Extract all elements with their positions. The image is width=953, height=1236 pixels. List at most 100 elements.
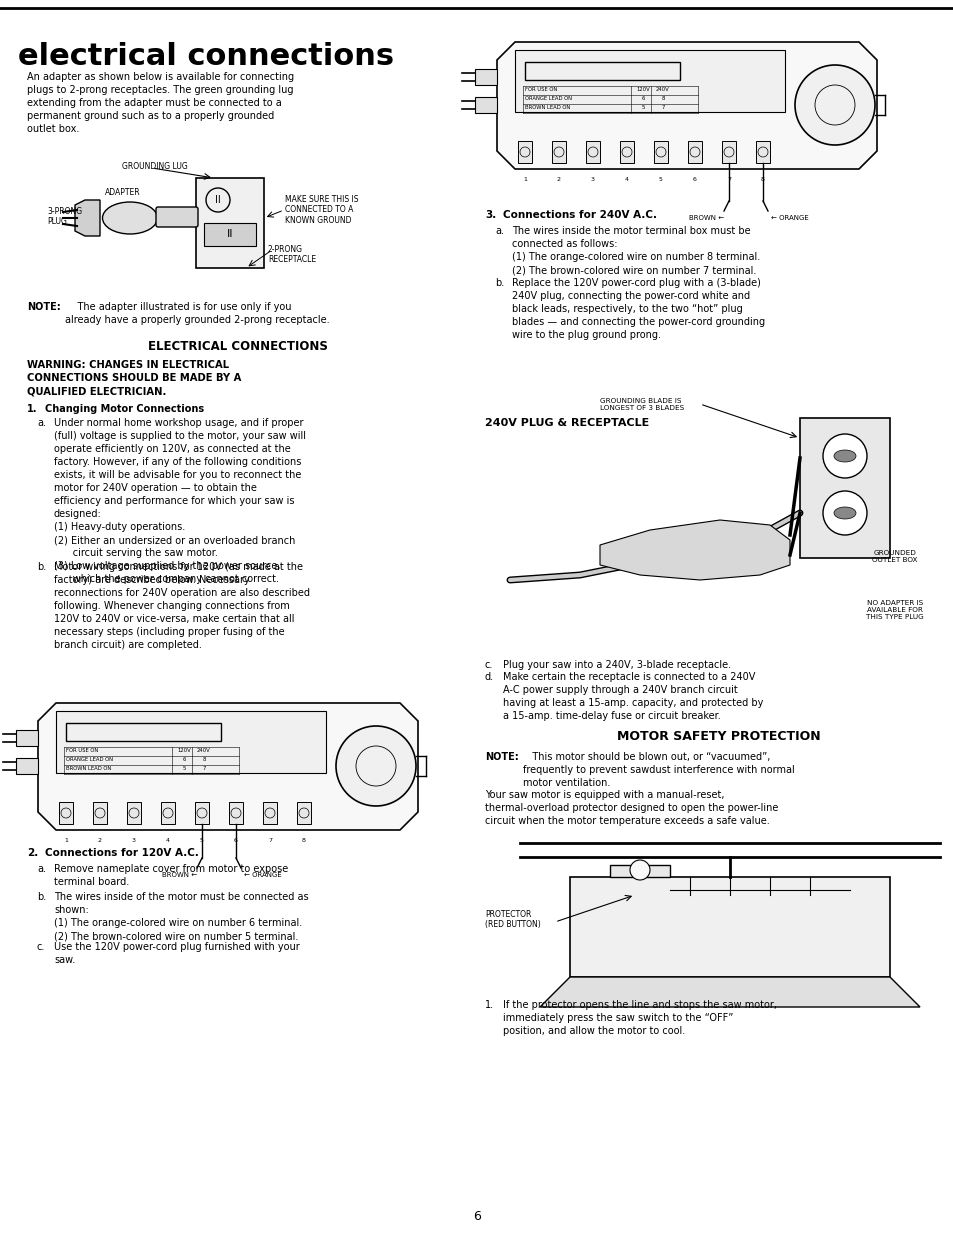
Text: FOR USE ON: FOR USE ON (66, 748, 98, 753)
Text: FOR USE ON: FOR USE ON (524, 87, 557, 91)
Text: ELECTRICAL CONNECTIONS: ELECTRICAL CONNECTIONS (148, 340, 328, 353)
Polygon shape (569, 878, 889, 976)
Text: NO ADAPTER IS
AVAILABLE FOR
THIS TYPE PLUG: NO ADAPTER IS AVAILABLE FOR THIS TYPE PL… (865, 599, 923, 620)
Text: Replace the 120V power-cord plug with a (3-blade)
240V plug, connecting the powe: Replace the 120V power-cord plug with a … (512, 278, 764, 340)
Text: 240V PLUG & RECEPTACLE: 240V PLUG & RECEPTACLE (484, 418, 649, 428)
Polygon shape (56, 711, 326, 772)
Text: 5: 5 (200, 838, 204, 843)
Text: 1: 1 (522, 177, 526, 182)
Polygon shape (609, 865, 669, 878)
Text: GROUNDING BLADE IS
LONGEST OF 3 BLADES: GROUNDING BLADE IS LONGEST OF 3 BLADES (599, 398, 683, 412)
Text: b.: b. (37, 892, 46, 902)
Text: Changing Motor Connections: Changing Motor Connections (45, 404, 204, 414)
Text: MAKE SURE THIS IS
CONNECTED TO A
KNOWN GROUND: MAKE SURE THIS IS CONNECTED TO A KNOWN G… (285, 195, 358, 225)
Text: 6: 6 (473, 1210, 480, 1222)
Text: 4: 4 (624, 177, 628, 182)
Polygon shape (16, 730, 38, 747)
Text: GROUNDED
OUTLET BOX: GROUNDED OUTLET BOX (871, 550, 917, 564)
Text: ← ORANGE: ← ORANGE (244, 873, 281, 878)
Circle shape (335, 726, 416, 806)
Polygon shape (204, 222, 255, 246)
Text: GROUNDING LUG: GROUNDING LUG (122, 162, 188, 171)
Text: 6: 6 (692, 177, 697, 182)
Text: 120V: 120V (177, 748, 191, 753)
Polygon shape (296, 802, 311, 824)
Polygon shape (517, 141, 532, 163)
Polygon shape (263, 802, 276, 824)
Text: 3: 3 (590, 177, 595, 182)
Circle shape (794, 66, 874, 145)
Text: d.: d. (484, 672, 494, 682)
Polygon shape (497, 42, 876, 169)
Polygon shape (619, 141, 634, 163)
Text: a.: a. (37, 864, 46, 874)
Polygon shape (687, 141, 701, 163)
Text: 5: 5 (640, 105, 644, 110)
Text: BROWN LEAD ON: BROWN LEAD ON (524, 105, 570, 110)
Polygon shape (75, 200, 100, 236)
Text: c.: c. (484, 660, 493, 670)
Text: 6: 6 (182, 756, 186, 763)
Text: ← ORANGE: ← ORANGE (770, 215, 808, 221)
Text: 7: 7 (726, 177, 730, 182)
Text: II: II (214, 195, 221, 205)
Text: 8: 8 (202, 756, 206, 763)
Text: 2: 2 (98, 838, 102, 843)
Text: The wires inside the motor terminal box must be
connected as follows:
(1) The or: The wires inside the motor terminal box … (512, 226, 760, 276)
Text: BROWN ←: BROWN ← (688, 215, 723, 221)
Text: ORANGE LEAD ON: ORANGE LEAD ON (524, 96, 572, 101)
Text: ADAPTER: ADAPTER (105, 188, 140, 197)
Text: 8: 8 (760, 177, 764, 182)
Text: NOTE:: NOTE: (484, 751, 518, 763)
Text: An adapter as shown below is available for connecting
plugs to 2-prong receptacl: An adapter as shown below is available f… (27, 72, 294, 135)
Polygon shape (92, 802, 107, 824)
Text: 3: 3 (132, 838, 136, 843)
Text: 2: 2 (557, 177, 560, 182)
Text: 8: 8 (302, 838, 306, 843)
Polygon shape (229, 802, 243, 824)
Text: If the protector opens the line and stops the saw motor,
immediately press the s: If the protector opens the line and stop… (502, 1000, 776, 1036)
Text: 3.: 3. (484, 210, 496, 220)
Text: The adapter illustrated is for use only if you
already have a properly grounded : The adapter illustrated is for use only … (65, 302, 330, 325)
Text: MOTOR SAFETY PROTECTION: MOTOR SAFETY PROTECTION (617, 730, 820, 743)
Text: Motor wiring connections for 120V (as made at the
factory) are described below. : Motor wiring connections for 120V (as ma… (54, 562, 310, 650)
Circle shape (822, 434, 866, 478)
Text: 7: 7 (202, 766, 206, 771)
Text: BROWN ←: BROWN ← (162, 873, 196, 878)
Text: Make certain the receptacle is connected to a 240V
A-C power supply through a 24: Make certain the receptacle is connected… (502, 672, 762, 721)
Text: 240V: 240V (656, 87, 669, 91)
Text: electrical connections: electrical connections (18, 42, 394, 70)
Text: BROWN LEAD ON: BROWN LEAD ON (66, 766, 112, 771)
Text: II: II (227, 229, 233, 239)
Text: 3-PRONG
PLUG: 3-PRONG PLUG (47, 206, 82, 226)
Circle shape (822, 491, 866, 535)
Polygon shape (800, 418, 889, 557)
Text: a.: a. (37, 418, 46, 428)
Polygon shape (194, 802, 209, 824)
Text: Your saw motor is equipped with a manual-reset,
thermal-overload protector desig: Your saw motor is equipped with a manual… (484, 790, 778, 826)
Text: 2.: 2. (27, 848, 38, 858)
Text: 5: 5 (659, 177, 662, 182)
Text: 240V: 240V (197, 748, 211, 753)
Ellipse shape (833, 450, 855, 462)
Text: 1.: 1. (27, 404, 37, 414)
Text: c.: c. (37, 942, 46, 952)
Polygon shape (38, 703, 417, 831)
Polygon shape (127, 802, 141, 824)
Ellipse shape (102, 201, 157, 234)
Text: b.: b. (37, 562, 46, 572)
Text: 120V: 120V (636, 87, 649, 91)
Text: Remove nameplate cover from motor to expose
terminal board.: Remove nameplate cover from motor to exp… (54, 864, 288, 887)
Text: 4: 4 (166, 838, 170, 843)
Polygon shape (721, 141, 735, 163)
Polygon shape (552, 141, 565, 163)
Polygon shape (161, 802, 174, 824)
FancyBboxPatch shape (156, 206, 198, 227)
Text: Use the 120V power-cord plug furnished with your
saw.: Use the 120V power-cord plug furnished w… (54, 942, 299, 965)
Polygon shape (475, 69, 497, 85)
Polygon shape (195, 178, 264, 268)
Text: ORANGE LEAD ON: ORANGE LEAD ON (66, 756, 112, 763)
Polygon shape (475, 96, 497, 112)
Text: 6: 6 (233, 838, 237, 843)
Text: 5: 5 (182, 766, 186, 771)
